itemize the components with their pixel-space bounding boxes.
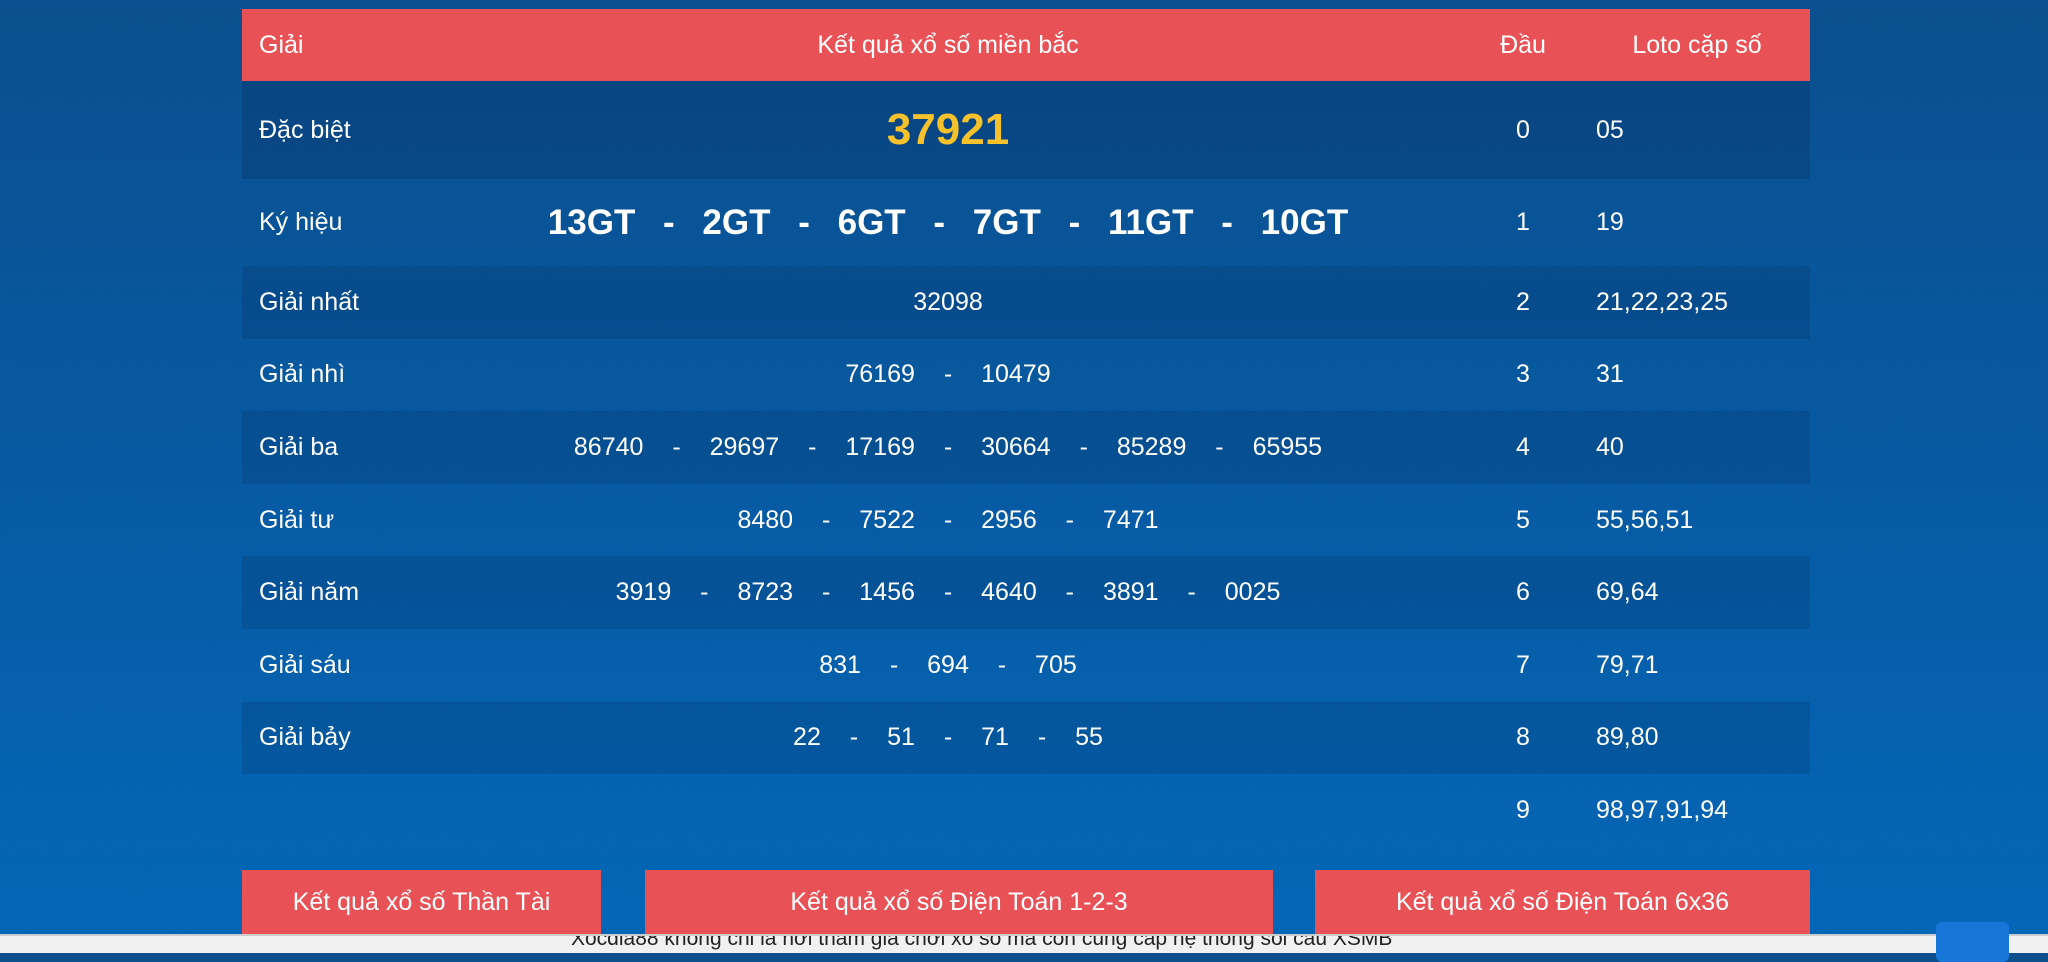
footer-text: Xocdia88 không chỉ là nơi tham gia chơi …	[571, 934, 1393, 950]
result-row: Giải tư 8480 - 7522 - 2956 - 7471 5 55,56,5…	[242, 484, 1810, 557]
prize-label: Đặc biệt	[259, 115, 351, 144]
result-row: Giải nhất 32098 2 21,22,23,25	[242, 266, 1810, 339]
page-below: Xocdia88 không chỉ là nơi tham gia chơi …	[0, 934, 2048, 953]
prize-label: Giải nhì	[259, 360, 346, 389]
head-digit: 5	[1516, 505, 1530, 534]
prize-numbers: 32098	[913, 287, 983, 316]
head-digit: 6	[1516, 578, 1530, 607]
link-button[interactable]: Kết quả xổ số Thần Tài	[242, 870, 601, 934]
result-row: 9 98,97,91,94	[242, 774, 1810, 847]
result-row: Giải nhì 76169 - 10479 3 31	[242, 339, 1810, 412]
loto-pairs: 55,56,51	[1596, 505, 1694, 534]
header-cell: Đầu	[1500, 30, 1546, 59]
head-digit: 7	[1516, 650, 1530, 679]
loto-pairs: 40	[1596, 432, 1624, 461]
results-table: Giải Kết quả xổ số miền bắc Đầu Loto cặp…	[242, 9, 1810, 847]
loto-pairs: 89,80	[1596, 723, 1659, 752]
result-row: Ký hiệu 13GT - 2GT - 6GT - 7GT - 11GT - 1…	[242, 179, 1810, 266]
loto-pairs: 31	[1596, 360, 1624, 389]
header-cell: Loto cặp số	[1632, 30, 1762, 59]
result-row: Giải sáu 831 - 694 - 705 7 79,71	[242, 629, 1810, 702]
prize-label: Giải sáu	[259, 650, 351, 679]
prize-label: Giải tư	[259, 505, 335, 534]
prize-label: Giải ba	[259, 432, 339, 461]
prize-numbers: 3919 - 8723 - 1456 - 4640 - 3891 - 0025	[615, 578, 1281, 607]
head-digit: 8	[1516, 723, 1530, 752]
loto-pairs: 79,71	[1596, 650, 1659, 679]
header-cell: Giải	[259, 30, 304, 59]
prize-numbers: 8480 - 7522 - 2956 - 7471	[737, 505, 1159, 534]
loto-pairs: 19	[1596, 208, 1624, 236]
result-row: Giải bảy 22 - 51 - 71 - 55 8 89,80	[242, 701, 1810, 775]
loto-pairs: 98,97,91,94	[1596, 795, 1729, 824]
result-row: Đặc biệt 37921 0 05	[242, 81, 1810, 179]
loto-pairs: 05	[1596, 115, 1624, 144]
head-digit: 2	[1516, 287, 1530, 316]
prize-numbers: 831 - 694 - 705	[819, 650, 1077, 679]
loto-pairs: 69,64	[1596, 578, 1659, 607]
link-button[interactable]: Kết quả xổ số Điện Toán 6x36	[1315, 870, 1810, 934]
prize-numbers: 13GT - 2GT - 6GT - 7GT - 11GT - 10GT	[547, 202, 1349, 242]
result-row: Giải ba 86740 - 29697 - 17169 - 30664 - 8…	[242, 411, 1810, 484]
loto-pairs: 21,22,23,25	[1596, 287, 1729, 316]
table-header: Giải Kết quả xổ số miền bắc Đầu Loto cặp…	[242, 9, 1810, 81]
prize-numbers: 22 - 51 - 71 - 55	[793, 723, 1103, 752]
prize-label: Ký hiệu	[259, 208, 343, 236]
link-button[interactable]: Kết quả xổ số Điện Toán 1-2-3	[645, 870, 1273, 934]
prize-label: Giải năm	[259, 578, 360, 607]
result-row: Giải năm 3919 - 8723 - 1456 - 4640 - 3891…	[242, 556, 1810, 629]
prize-numbers: 86740 - 29697 - 17169 - 30664 - 85289 - …	[573, 432, 1323, 461]
head-digit: 9	[1516, 795, 1530, 824]
prize-label: Giải bảy	[259, 723, 351, 752]
head-digit: 0	[1516, 115, 1530, 144]
scroll-button[interactable]	[1936, 922, 2009, 962]
header-cell: Kết quả xổ số miền bắc	[817, 30, 1079, 59]
head-digit: 1	[1516, 208, 1530, 236]
head-digit: 3	[1516, 360, 1530, 389]
prize-label: Giải nhất	[259, 287, 360, 316]
prize-numbers: 76169 - 10479	[845, 360, 1051, 389]
prize-numbers: 37921	[886, 105, 1010, 154]
head-digit: 4	[1516, 432, 1530, 461]
